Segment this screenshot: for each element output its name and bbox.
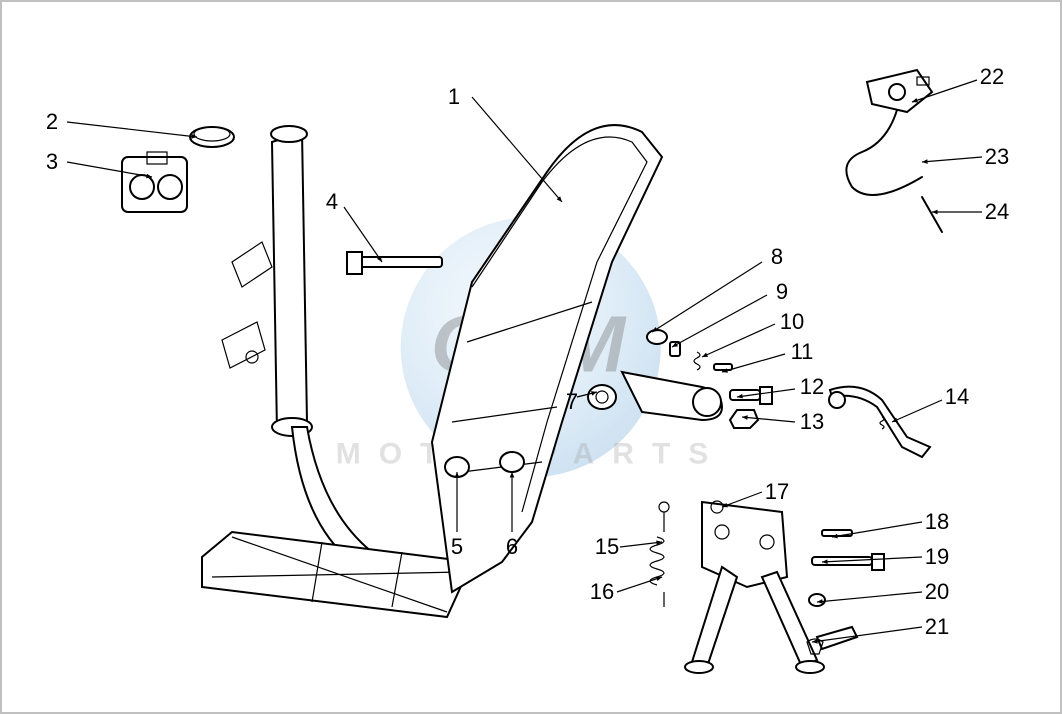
leader-arrow-21: [812, 639, 818, 644]
watermark: OEM MOTORPARTS: [336, 217, 727, 471]
leader-arrow-3: [146, 174, 152, 179]
leader-arrow-7: [591, 391, 597, 396]
leader-15: [620, 542, 662, 547]
callout-label-24: 24: [985, 199, 1009, 225]
leader-arrow-13: [742, 415, 748, 420]
leader-19: [822, 557, 922, 562]
illustration-svg: [2, 2, 1062, 714]
part-fuel-tap: [846, 70, 942, 232]
leader-12: [737, 389, 795, 397]
leader-3: [67, 162, 152, 177]
leader-1: [472, 97, 562, 202]
callout-label-2: 2: [46, 109, 58, 135]
leader-arrow-9: [672, 342, 678, 347]
callout-label-6: 6: [506, 534, 518, 560]
leader-8: [652, 262, 762, 332]
part-kickstarter: [829, 387, 930, 457]
callout-label-5: 5: [451, 534, 463, 560]
callout-label-21: 21: [925, 614, 949, 640]
leader-arrow-19: [822, 559, 828, 564]
leader-20: [817, 592, 922, 602]
callout-label-19: 19: [925, 544, 949, 570]
leader-14: [892, 400, 942, 422]
part-axle-stack: [647, 330, 772, 428]
leader-9: [672, 295, 767, 347]
leader-arrow-22: [912, 98, 918, 102]
leader-4: [344, 207, 382, 262]
leader-13: [742, 417, 795, 422]
diagram-canvas: OEM MOTORPARTS: [0, 0, 1062, 714]
leader-arrow-14: [892, 418, 898, 422]
leader-16: [617, 577, 662, 592]
leader-arrow-17: [722, 503, 728, 507]
leader-arrow-12: [737, 394, 743, 399]
leader-21: [812, 627, 922, 642]
leader-arrow-23: [922, 159, 928, 164]
callout-label-16: 16: [590, 579, 614, 605]
callout-label-4: 4: [326, 189, 338, 215]
leader-2: [67, 122, 197, 137]
watermark-globe: [401, 217, 661, 477]
part-center-stand: [650, 501, 884, 673]
callout-label-11: 11: [791, 339, 814, 365]
callout-label-8: 8: [771, 244, 783, 270]
leader-arrow-6: [510, 472, 515, 478]
callout-label-22: 22: [980, 64, 1004, 90]
leader-arrow-11: [722, 368, 728, 372]
callout-label-14: 14: [945, 384, 969, 410]
leader-18: [832, 522, 922, 537]
leader-arrow-8: [652, 327, 658, 332]
leader-arrow-2: [191, 134, 197, 139]
callout-label-12: 12: [800, 374, 824, 400]
leader-arrow-5: [455, 472, 460, 478]
leader-22: [912, 80, 977, 102]
leader-arrow-1: [557, 196, 562, 202]
watermark-brand: OEM: [431, 298, 631, 390]
leader-11: [722, 354, 785, 372]
callout-label-9: 9: [776, 279, 788, 305]
callout-label-1: 1: [448, 84, 460, 110]
callout-label-23: 23: [985, 144, 1009, 170]
leader-lines: [67, 80, 982, 644]
part-bolt-4: [347, 252, 442, 274]
leader-10: [702, 324, 775, 357]
leader-arrow-16: [656, 577, 662, 581]
watermark-sub: MOTORPARTS: [336, 437, 727, 471]
leader-23: [922, 157, 982, 162]
callout-label-20: 20: [925, 579, 949, 605]
callout-label-13: 13: [800, 409, 824, 435]
leader-arrow-20: [817, 599, 823, 604]
leader-arrow-10: [702, 353, 708, 357]
callout-label-18: 18: [925, 509, 949, 535]
part-frame: [122, 125, 722, 617]
callout-label-7: 7: [566, 389, 578, 415]
callout-label-17: 17: [765, 479, 789, 505]
callout-label-15: 15: [595, 534, 619, 560]
leader-17: [722, 492, 762, 507]
leader-arrow-15: [656, 540, 662, 545]
leader-7: [577, 392, 597, 397]
callout-label-10: 10: [780, 309, 804, 335]
callout-label-3: 3: [46, 149, 58, 175]
leader-arrow-4: [377, 256, 382, 262]
leader-arrow-18: [832, 534, 838, 539]
leader-arrow-24: [932, 210, 938, 215]
